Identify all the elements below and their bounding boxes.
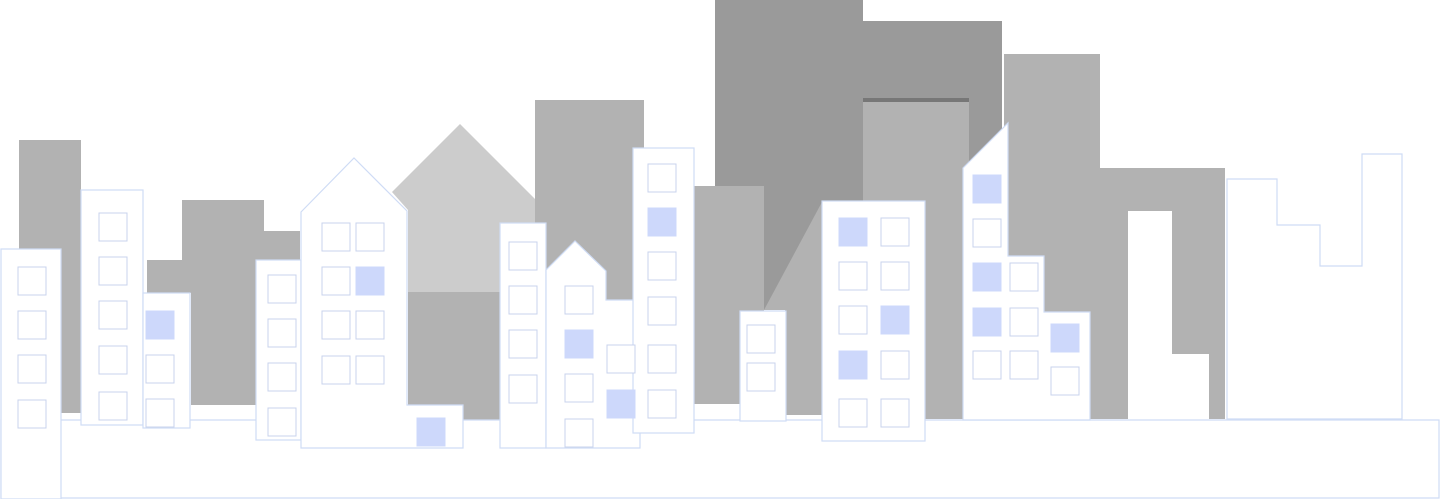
- window: [746, 362, 776, 392]
- window: [321, 355, 351, 385]
- window: [1009, 262, 1039, 292]
- window: [508, 329, 538, 359]
- window: [321, 310, 351, 340]
- window: [17, 266, 47, 296]
- window: [880, 350, 910, 380]
- window-lit: [880, 305, 910, 335]
- window-lit: [606, 389, 636, 419]
- window: [564, 418, 594, 448]
- window-lit: [1050, 323, 1080, 353]
- window: [145, 354, 175, 384]
- window: [838, 261, 868, 291]
- window-lit: [972, 262, 1002, 292]
- window: [267, 362, 297, 392]
- window: [647, 344, 677, 374]
- building-right-outline: [1226, 153, 1403, 420]
- window: [1009, 307, 1039, 337]
- window: [98, 300, 128, 330]
- window: [838, 305, 868, 335]
- window: [647, 389, 677, 419]
- window: [321, 266, 351, 296]
- window: [647, 163, 677, 193]
- window: [1009, 350, 1039, 380]
- window-lit: [647, 207, 677, 237]
- window: [647, 251, 677, 281]
- window: [564, 285, 594, 315]
- window: [267, 318, 297, 348]
- window-lit: [972, 174, 1002, 204]
- window: [972, 350, 1002, 380]
- window-lit: [145, 310, 175, 340]
- tower-roof-ledge: [863, 98, 969, 102]
- window-lit: [972, 307, 1002, 337]
- window: [17, 354, 47, 384]
- light-gable-house: [392, 124, 535, 292]
- window: [355, 355, 385, 385]
- window: [267, 407, 297, 437]
- gray-stepped-tower: [1004, 54, 1225, 419]
- ground-outline: [0, 419, 1440, 499]
- window: [17, 310, 47, 340]
- window-lit: [564, 329, 594, 359]
- window: [508, 241, 538, 271]
- window-lit: [355, 266, 385, 296]
- window-lit: [838, 350, 868, 380]
- window: [267, 274, 297, 304]
- window: [355, 310, 385, 340]
- window: [606, 344, 636, 374]
- building-center-right: [821, 200, 926, 442]
- window: [98, 391, 128, 421]
- window: [321, 222, 351, 252]
- window: [880, 261, 910, 291]
- window: [98, 212, 128, 242]
- building-tall-center: [632, 147, 695, 434]
- window: [508, 374, 538, 404]
- window: [746, 324, 776, 354]
- gray-cross-building: [147, 200, 300, 405]
- window: [1050, 366, 1080, 396]
- window: [98, 345, 128, 375]
- gray-slope-building: [764, 202, 822, 415]
- window: [564, 373, 594, 403]
- window: [355, 222, 385, 252]
- windows: [17, 163, 1080, 448]
- window: [880, 217, 910, 247]
- window-lit: [416, 417, 446, 447]
- window: [647, 296, 677, 326]
- window: [972, 218, 1002, 248]
- window-lit: [838, 217, 868, 247]
- window: [838, 398, 868, 428]
- window: [508, 285, 538, 315]
- window: [145, 398, 175, 428]
- window: [98, 256, 128, 286]
- window: [17, 399, 47, 429]
- window: [880, 398, 910, 428]
